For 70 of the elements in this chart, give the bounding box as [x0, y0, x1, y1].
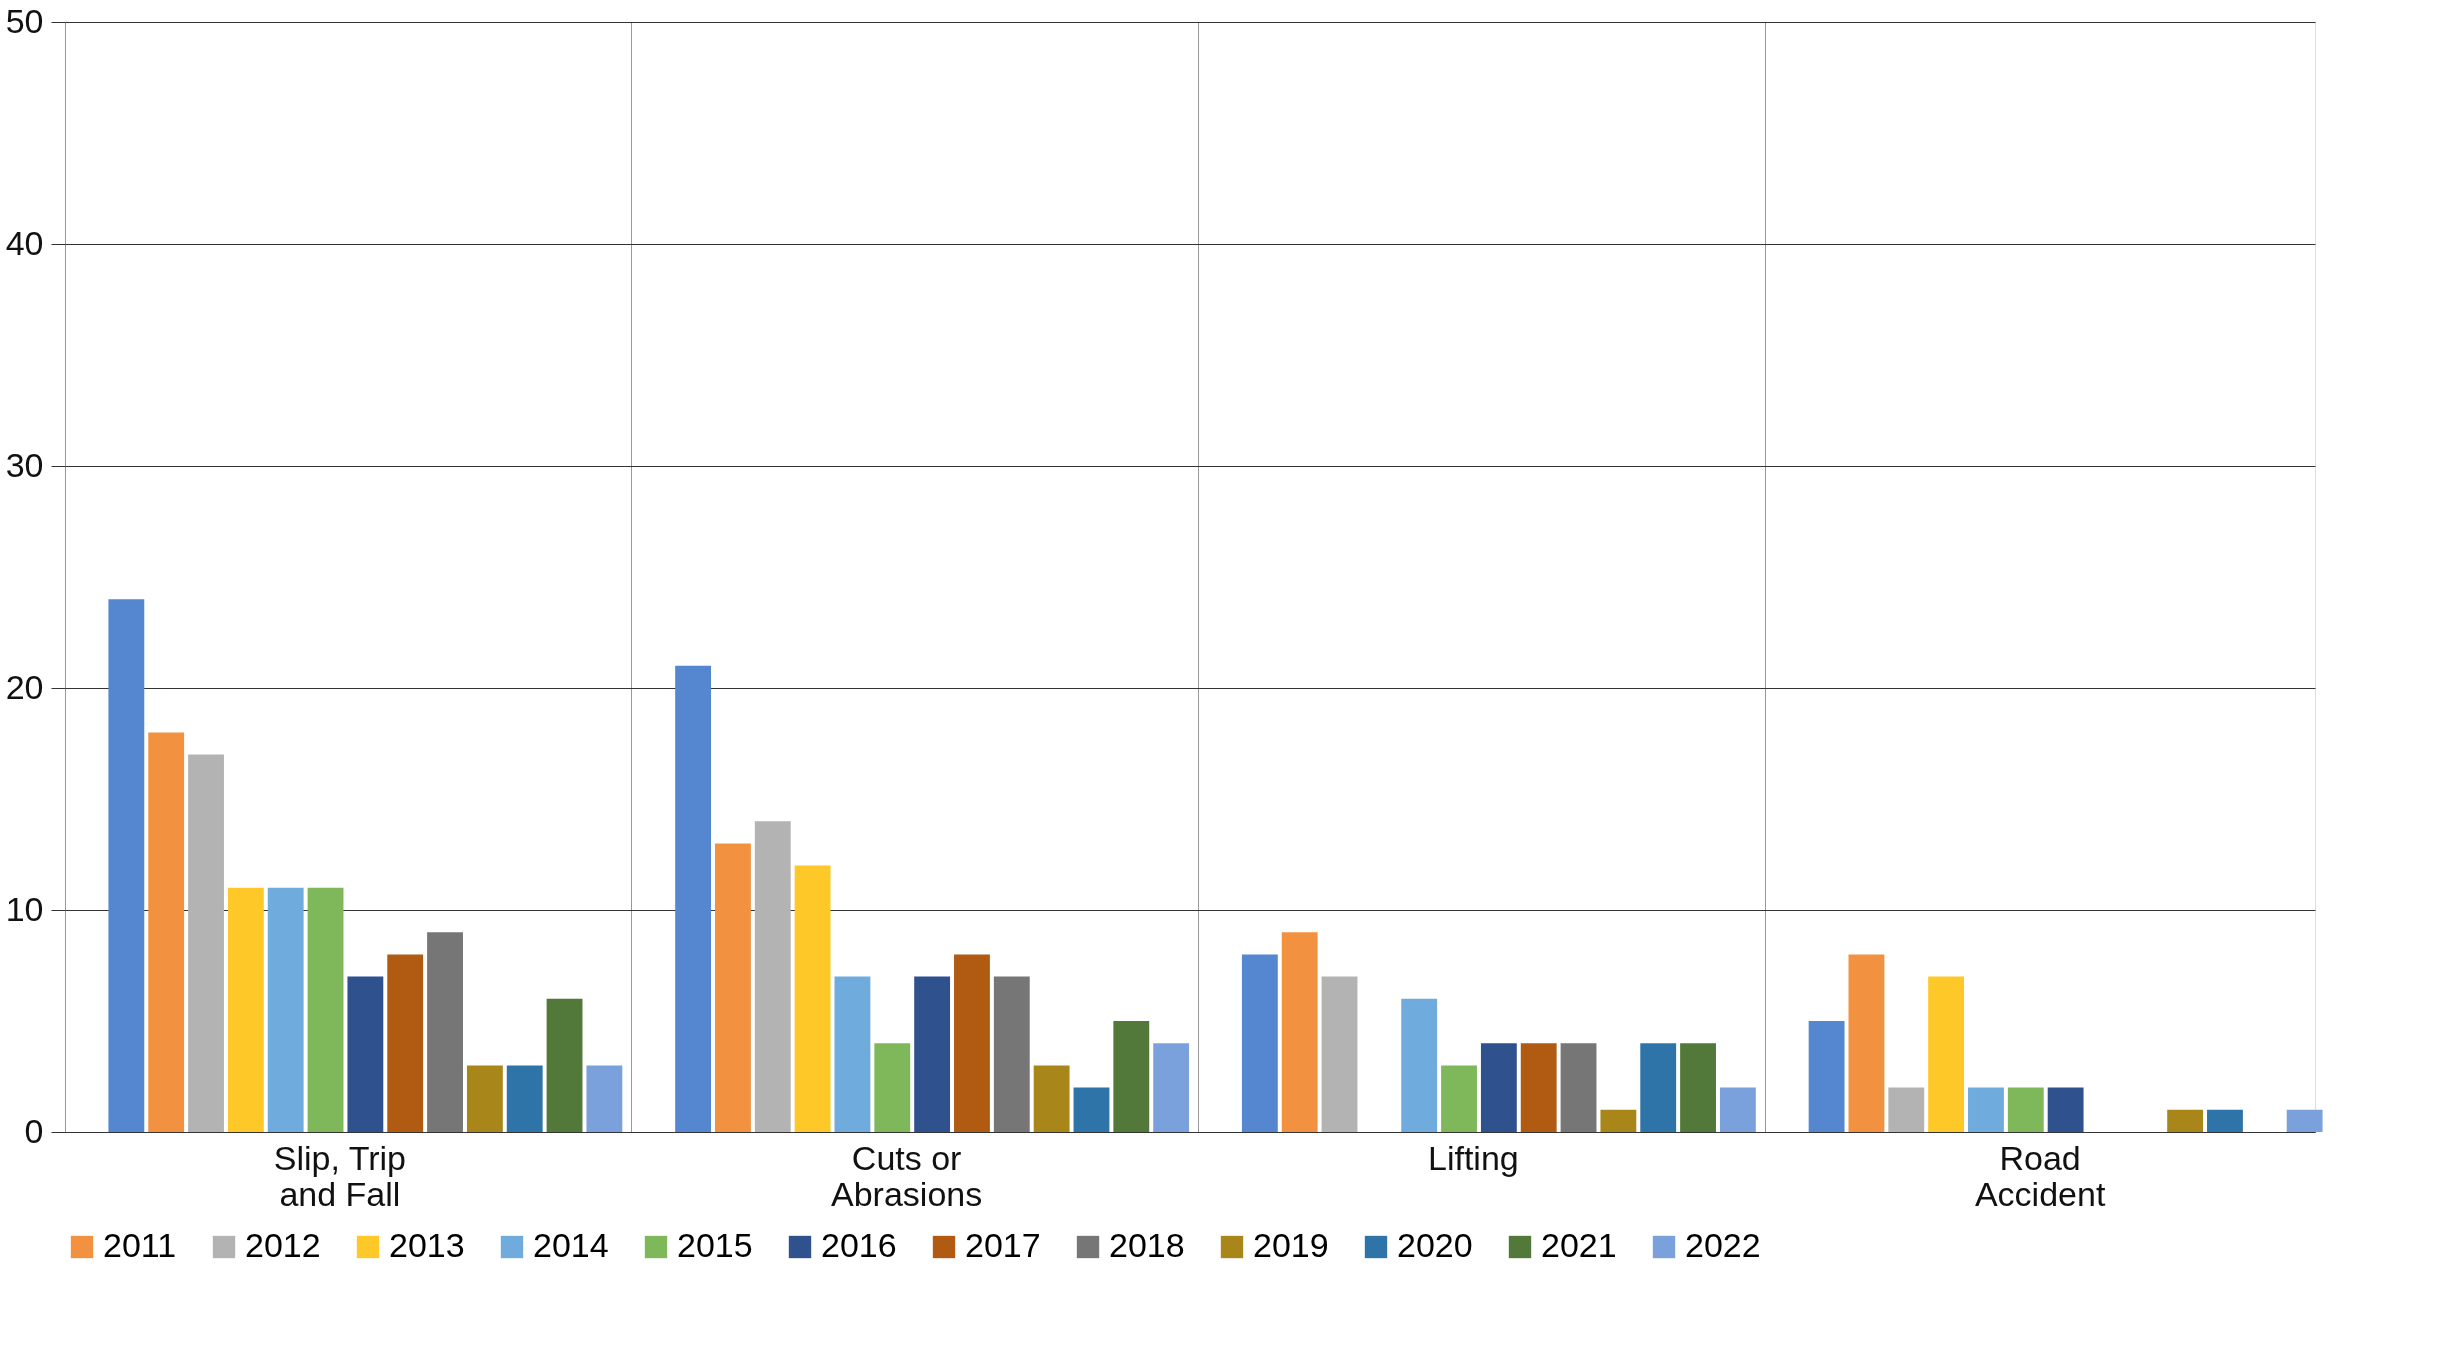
bar [1848, 954, 1885, 1132]
legend-label: 2011 [103, 1226, 177, 1264]
bar [1321, 976, 1358, 1132]
legend-label: 2016 [821, 1226, 897, 1264]
x-tick-label: Slip, Trip and Fall [273, 1138, 407, 1213]
bar [1968, 1087, 2004, 1132]
legend-label: 2022 [1685, 1226, 1761, 1264]
bar [387, 954, 424, 1132]
bar [347, 976, 384, 1132]
bar [993, 976, 1030, 1132]
bar [1441, 1065, 1477, 1132]
bar [466, 1065, 503, 1132]
bar [1153, 1043, 1190, 1132]
bar [188, 754, 224, 1132]
x-tick-label: Cuts or Abrasions [831, 1138, 983, 1213]
bar [506, 1065, 543, 1132]
legend-label: 2017 [965, 1226, 1041, 1264]
bar [2286, 1109, 2323, 1132]
bar [2207, 1109, 2243, 1132]
bar [1640, 1043, 1677, 1132]
bar [1719, 1087, 1756, 1132]
bar [1680, 1043, 1716, 1132]
bar [1520, 1043, 1557, 1132]
y-tick-label: 30 [5, 445, 44, 484]
legend-label: 2015 [677, 1226, 753, 1264]
bar [1808, 1021, 1845, 1132]
bar [1073, 1087, 1110, 1132]
bar [834, 976, 871, 1132]
bar [427, 932, 463, 1132]
bar [267, 887, 304, 1132]
bar [546, 998, 583, 1132]
legend-label: 2014 [533, 1226, 609, 1264]
bar [715, 843, 751, 1132]
bar [2167, 1109, 2204, 1132]
legend-label: 2018 [1109, 1226, 1185, 1264]
legend-label: 2020 [1397, 1226, 1473, 1264]
x-tick-label: Road Accident [1974, 1138, 2106, 1213]
bar [954, 954, 990, 1132]
bar [1401, 998, 1438, 1132]
bar [2007, 1087, 2044, 1132]
bar [1560, 1043, 1597, 1132]
bar [1928, 976, 1965, 1132]
bar [2047, 1087, 2084, 1132]
x-tick-label: Lifting [1428, 1138, 1519, 1177]
bar [148, 732, 185, 1132]
bar [1888, 1087, 1925, 1132]
y-tick-label: 0 [24, 1111, 44, 1150]
legend-label: 2012 [245, 1226, 321, 1264]
bar [1480, 1043, 1517, 1132]
bar [1281, 932, 1318, 1132]
bar [1600, 1109, 1637, 1132]
bar [914, 976, 951, 1132]
y-tick-label: 20 [5, 667, 44, 706]
legend-label: 2013 [389, 1226, 465, 1264]
bar [1113, 1021, 1150, 1132]
bar [1241, 954, 1278, 1132]
bar [754, 821, 791, 1132]
y-tick-label: 10 [5, 889, 44, 928]
bar [675, 665, 712, 1132]
bar [307, 887, 344, 1132]
legend-label: 2021 [1541, 1226, 1617, 1264]
bar [874, 1043, 911, 1132]
legend-label: 2019 [1253, 1226, 1329, 1264]
bar [586, 1065, 623, 1132]
bar [1033, 1065, 1070, 1132]
bar [227, 887, 264, 1132]
bar [794, 865, 831, 1132]
y-tick-label: 40 [5, 223, 44, 262]
y-tick-label: 50 [5, 1, 44, 40]
bar [108, 599, 145, 1132]
